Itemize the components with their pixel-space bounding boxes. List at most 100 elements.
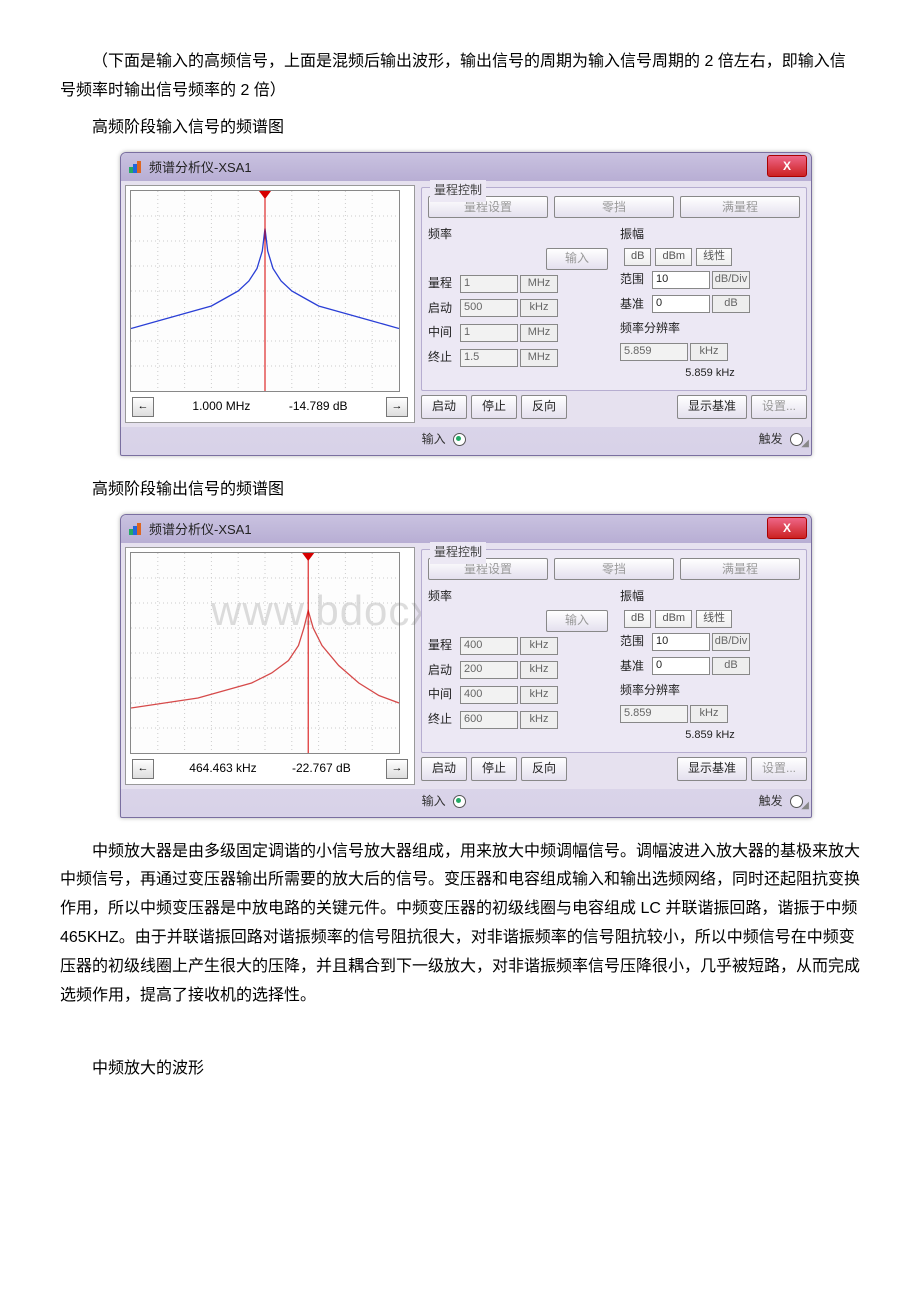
resize-grip-icon[interactable]: ◢ — [801, 435, 809, 453]
spectrum-analyzer-window-2: 频谱分析仪-XSA1 X www.bdocx.com ← 464.463 kHz… — [120, 514, 812, 817]
start-input[interactable]: 500 — [460, 299, 518, 317]
start-unit: kHz — [520, 661, 558, 679]
stop-label: 终止 — [428, 709, 458, 731]
ref-input[interactable]: 0 — [652, 295, 710, 313]
range-control-fieldset: 量程控制 量程设置 零挡 满量程 频率 输入 量程1MHz 启动500kHz 中… — [421, 187, 807, 390]
input-foot-label: 输入 — [422, 794, 446, 808]
scale-db-button[interactable]: dB — [624, 248, 651, 266]
spectrum-plot: www.bdocx.com — [130, 552, 400, 754]
resbw-input[interactable]: 5.859 — [620, 343, 688, 361]
resize-grip-icon[interactable]: ◢ — [801, 797, 809, 815]
paragraph-1: （下面是输入的高频信号，上面是混频后输出波形，输出信号的周期为输入信号周期的 2… — [60, 48, 860, 106]
resbw-unit: kHz — [690, 343, 728, 361]
range-control-legend: 量程控制 — [430, 180, 486, 202]
cursor-frequency: 464.463 kHz — [189, 758, 256, 780]
full-range-button[interactable]: 满量程 — [680, 196, 800, 218]
paragraph-4: 中频放大器是由多级固定调谐的小信号放大器组成，用来放大中频调幅信号。调幅波进入放… — [60, 838, 860, 1011]
range-label: 范围 — [620, 631, 650, 653]
stop-unit: kHz — [520, 711, 558, 729]
scale-dbm-button[interactable]: dBm — [655, 610, 692, 628]
close-button[interactable]: X — [767, 155, 807, 177]
ref-input[interactable]: 0 — [652, 657, 710, 675]
resbw-label: 频率分辨率 — [620, 680, 800, 702]
span-input[interactable]: 400 — [460, 637, 518, 655]
span-input[interactable]: 1 — [460, 275, 518, 293]
plot-panel: ← 1.000 MHz -14.789 dB → — [125, 185, 415, 423]
scale-db-button[interactable]: dB — [624, 610, 651, 628]
start-label: 启动 — [428, 298, 458, 320]
range-unit: dB/Div — [712, 271, 750, 289]
show-ref-button[interactable]: 显示基准 — [677, 395, 747, 419]
resbw-unit: kHz — [690, 705, 728, 723]
cursor-left-button[interactable]: ← — [132, 397, 154, 417]
span-unit: MHz — [520, 275, 558, 293]
resbw-display: 5.859 kHz — [620, 726, 800, 746]
freq-input-button[interactable]: 输入 — [546, 248, 608, 270]
full-range-button[interactable]: 满量程 — [680, 558, 800, 580]
settings-button[interactable]: 设置... — [751, 757, 807, 781]
center-label: 中间 — [428, 684, 458, 706]
cursor-left-button[interactable]: ← — [132, 759, 154, 779]
plot-panel: www.bdocx.com ← 464.463 kHz -22.767 dB → — [125, 547, 415, 785]
app-icon — [127, 159, 143, 175]
resbw-input[interactable]: 5.859 — [620, 705, 688, 723]
center-input[interactable]: 1 — [460, 324, 518, 342]
freq-label: 频率 — [428, 224, 608, 246]
center-unit: MHz — [520, 324, 558, 342]
amp-label: 振幅 — [620, 224, 800, 246]
run-stop-button[interactable]: 停止 — [471, 757, 517, 781]
input-radio[interactable] — [453, 795, 466, 808]
close-button[interactable]: X — [767, 517, 807, 539]
titlebar: 频谱分析仪-XSA1 X — [121, 515, 811, 543]
freq-label: 频率 — [428, 586, 608, 608]
freq-input-button[interactable]: 输入 — [546, 610, 608, 632]
reverse-button[interactable]: 反向 — [521, 395, 567, 419]
scale-linear-button[interactable]: 线性 — [696, 610, 732, 628]
cursor-right-button[interactable]: → — [386, 759, 408, 779]
show-ref-button[interactable]: 显示基准 — [677, 757, 747, 781]
range-label: 范围 — [620, 269, 650, 291]
zero-button[interactable]: 零挡 — [554, 558, 674, 580]
range-control-fieldset: 量程控制 量程设置 零挡 满量程 频率 输入 量程400kHz 启动200kHz… — [421, 549, 807, 752]
titlebar: 频谱分析仪-XSA1 X — [121, 153, 811, 181]
run-stop-button[interactable]: 停止 — [471, 395, 517, 419]
settings-button[interactable]: 设置... — [751, 395, 807, 419]
run-start-button[interactable]: 启动 — [421, 757, 467, 781]
cursor-frequency: 1.000 MHz — [192, 396, 250, 418]
stop-input[interactable]: 1.5 — [460, 349, 518, 367]
range-unit: dB/Div — [712, 633, 750, 651]
cursor-amplitude: -22.767 dB — [292, 758, 351, 780]
window-title: 频谱分析仪-XSA1 — [149, 156, 252, 179]
ref-unit: dB — [712, 295, 750, 313]
scale-dbm-button[interactable]: dBm — [655, 248, 692, 266]
stop-label: 终止 — [428, 347, 458, 369]
paragraph-3: 高频阶段输出信号的频谱图 — [60, 476, 860, 505]
stop-input[interactable]: 600 — [460, 711, 518, 729]
range-input[interactable]: 10 — [652, 271, 710, 289]
span-label: 量程 — [428, 273, 458, 295]
zero-button[interactable]: 零挡 — [554, 196, 674, 218]
stop-unit: MHz — [520, 349, 558, 367]
scale-linear-button[interactable]: 线性 — [696, 248, 732, 266]
spectrum-plot — [130, 190, 400, 392]
ref-label: 基准 — [620, 656, 650, 678]
input-radio[interactable] — [453, 433, 466, 446]
range-input[interactable]: 10 — [652, 633, 710, 651]
center-unit: kHz — [520, 686, 558, 704]
ref-unit: dB — [712, 657, 750, 675]
span-label: 量程 — [428, 635, 458, 657]
reverse-button[interactable]: 反向 — [521, 757, 567, 781]
resbw-display: 5.859 kHz — [620, 364, 800, 384]
controls-panel: 量程控制 量程设置 零挡 满量程 频率 输入 量程400kHz 启动200kHz… — [421, 547, 807, 785]
center-input[interactable]: 400 — [460, 686, 518, 704]
run-start-button[interactable]: 启动 — [421, 395, 467, 419]
resbw-label: 频率分辨率 — [620, 318, 800, 340]
ref-label: 基准 — [620, 294, 650, 316]
range-control-legend: 量程控制 — [430, 542, 486, 564]
span-unit: kHz — [520, 637, 558, 655]
start-label: 启动 — [428, 660, 458, 682]
trigger-foot-label: 触发 — [759, 432, 783, 446]
start-input[interactable]: 200 — [460, 661, 518, 679]
paragraph-2: 高频阶段输入信号的频谱图 — [60, 114, 860, 143]
cursor-right-button[interactable]: → — [386, 397, 408, 417]
